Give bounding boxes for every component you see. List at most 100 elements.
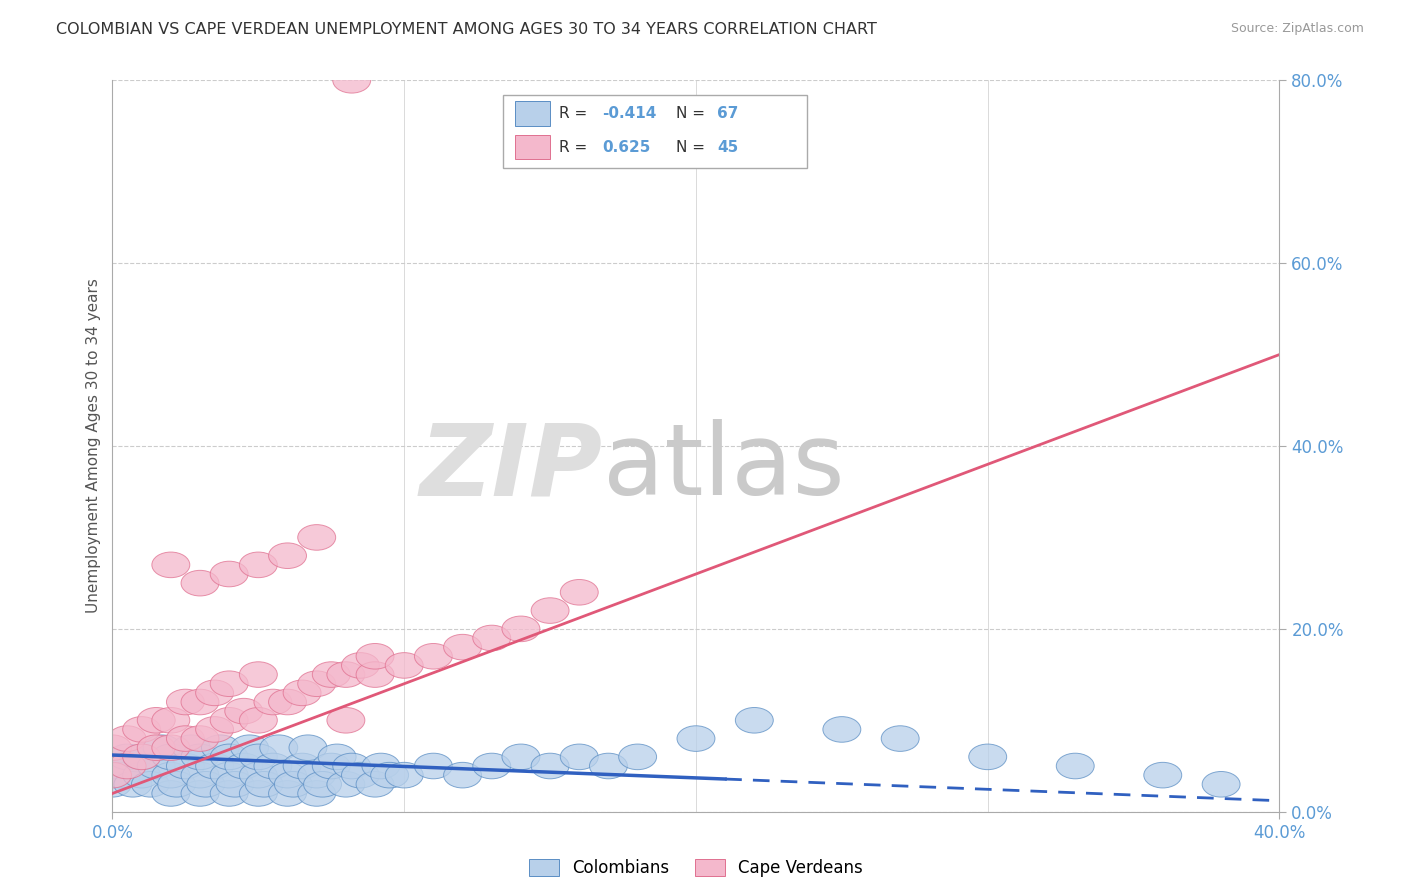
Ellipse shape — [531, 753, 569, 779]
Ellipse shape — [269, 763, 307, 788]
Ellipse shape — [333, 68, 371, 93]
Ellipse shape — [269, 543, 307, 568]
Ellipse shape — [152, 735, 190, 761]
Ellipse shape — [328, 662, 364, 688]
Ellipse shape — [108, 753, 146, 779]
Text: -0.414: -0.414 — [603, 105, 657, 120]
Ellipse shape — [415, 643, 453, 669]
Ellipse shape — [882, 726, 920, 751]
Ellipse shape — [328, 707, 364, 733]
Ellipse shape — [356, 662, 394, 688]
Ellipse shape — [283, 680, 321, 706]
Ellipse shape — [342, 763, 380, 788]
Ellipse shape — [225, 698, 263, 724]
Ellipse shape — [211, 561, 247, 587]
Ellipse shape — [260, 735, 298, 761]
Text: R =: R = — [560, 140, 592, 155]
Ellipse shape — [239, 744, 277, 770]
Ellipse shape — [94, 772, 131, 797]
Ellipse shape — [152, 552, 190, 578]
Ellipse shape — [181, 690, 219, 714]
Ellipse shape — [444, 763, 481, 788]
Ellipse shape — [143, 735, 181, 761]
Ellipse shape — [245, 772, 283, 797]
Ellipse shape — [195, 680, 233, 706]
Ellipse shape — [122, 716, 160, 742]
Text: R =: R = — [560, 105, 592, 120]
Text: 67: 67 — [717, 105, 738, 120]
Text: atlas: atlas — [603, 419, 844, 516]
Ellipse shape — [201, 735, 239, 761]
Ellipse shape — [619, 744, 657, 770]
Ellipse shape — [283, 753, 321, 779]
Ellipse shape — [328, 772, 364, 797]
Ellipse shape — [122, 763, 160, 788]
Ellipse shape — [312, 753, 350, 779]
Ellipse shape — [371, 763, 409, 788]
Ellipse shape — [108, 744, 146, 770]
Ellipse shape — [502, 744, 540, 770]
Ellipse shape — [94, 763, 131, 788]
Ellipse shape — [312, 662, 350, 688]
Ellipse shape — [166, 690, 204, 714]
Ellipse shape — [239, 763, 277, 788]
Ellipse shape — [103, 763, 141, 788]
Ellipse shape — [122, 744, 160, 770]
Ellipse shape — [298, 524, 336, 550]
Ellipse shape — [181, 780, 219, 806]
Ellipse shape — [173, 735, 211, 761]
Ellipse shape — [342, 653, 380, 678]
Ellipse shape — [269, 690, 307, 714]
Ellipse shape — [298, 780, 336, 806]
Text: ZIP: ZIP — [419, 419, 603, 516]
Ellipse shape — [114, 772, 152, 797]
Ellipse shape — [195, 753, 233, 779]
Ellipse shape — [122, 744, 160, 770]
Ellipse shape — [181, 744, 219, 770]
Ellipse shape — [166, 726, 204, 751]
Ellipse shape — [187, 772, 225, 797]
Ellipse shape — [531, 598, 569, 624]
Ellipse shape — [94, 753, 131, 779]
Ellipse shape — [298, 763, 336, 788]
Ellipse shape — [415, 753, 453, 779]
Ellipse shape — [1202, 772, 1240, 797]
Ellipse shape — [138, 735, 176, 761]
Text: N =: N = — [676, 140, 710, 155]
FancyBboxPatch shape — [503, 95, 807, 168]
Ellipse shape — [1056, 753, 1094, 779]
Ellipse shape — [152, 780, 190, 806]
Ellipse shape — [254, 690, 292, 714]
Ellipse shape — [239, 662, 277, 688]
Ellipse shape — [94, 735, 131, 761]
Y-axis label: Unemployment Among Ages 30 to 34 years: Unemployment Among Ages 30 to 34 years — [86, 278, 101, 614]
Ellipse shape — [298, 671, 336, 697]
Ellipse shape — [823, 716, 860, 742]
Ellipse shape — [561, 744, 598, 770]
Text: Source: ZipAtlas.com: Source: ZipAtlas.com — [1230, 22, 1364, 36]
Text: N =: N = — [676, 105, 710, 120]
Ellipse shape — [318, 744, 356, 770]
Ellipse shape — [274, 772, 312, 797]
FancyBboxPatch shape — [515, 136, 550, 160]
Ellipse shape — [356, 643, 394, 669]
Text: 45: 45 — [717, 140, 738, 155]
Ellipse shape — [152, 744, 190, 770]
Ellipse shape — [333, 753, 371, 779]
Ellipse shape — [152, 763, 190, 788]
Ellipse shape — [239, 552, 277, 578]
Ellipse shape — [225, 753, 263, 779]
Ellipse shape — [561, 580, 598, 605]
Ellipse shape — [166, 753, 204, 779]
FancyBboxPatch shape — [515, 102, 550, 126]
Ellipse shape — [385, 763, 423, 788]
Ellipse shape — [152, 707, 190, 733]
Ellipse shape — [385, 653, 423, 678]
Ellipse shape — [217, 772, 254, 797]
Ellipse shape — [254, 753, 292, 779]
Ellipse shape — [239, 707, 277, 733]
Ellipse shape — [969, 744, 1007, 770]
Ellipse shape — [195, 716, 233, 742]
Ellipse shape — [290, 735, 328, 761]
Ellipse shape — [231, 735, 269, 761]
